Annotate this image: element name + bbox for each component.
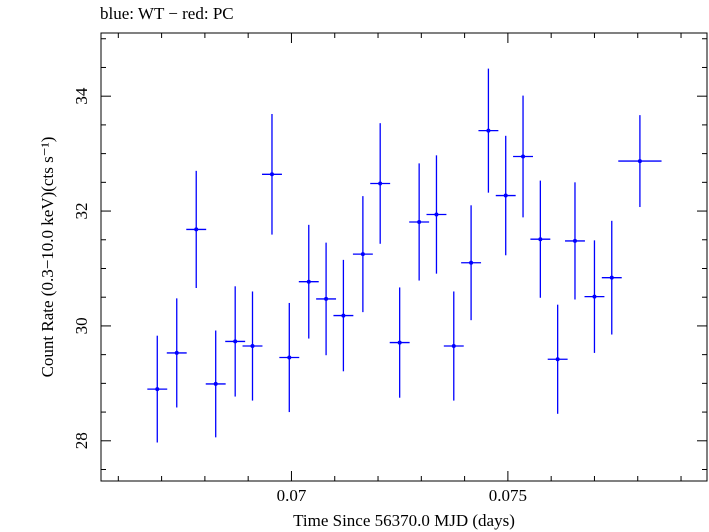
data-point (333, 259, 354, 372)
point-marker (637, 159, 642, 164)
y-tick-label: 34 (72, 87, 91, 105)
point-marker (324, 296, 329, 301)
data-point (513, 95, 533, 218)
data-point (389, 287, 410, 398)
point-marker (360, 252, 365, 257)
data-point (279, 302, 300, 413)
point-marker (250, 344, 255, 349)
data-point (262, 113, 282, 235)
data-point (426, 155, 447, 274)
data-point (618, 115, 662, 208)
axis-ticks: 0.07 0.075 28 30 32 34 (72, 33, 707, 505)
point-marker (174, 350, 179, 355)
point-marker (451, 344, 456, 349)
data-point (242, 291, 263, 401)
data-point (584, 240, 605, 353)
point-marker (469, 260, 474, 265)
data-point (225, 286, 246, 397)
x-axis-label: Time Since 56370.0 MJD (days) (293, 511, 515, 530)
data-point (530, 180, 551, 298)
point-marker (417, 219, 422, 224)
point-marker (378, 181, 383, 186)
data-point (478, 68, 499, 193)
data-point (370, 123, 391, 244)
point-marker (434, 212, 439, 217)
point-marker (503, 193, 508, 198)
data-point (147, 335, 168, 443)
y-tick-label: 28 (72, 432, 91, 449)
point-marker (555, 357, 560, 362)
point-marker (397, 340, 402, 345)
point-marker (592, 294, 597, 299)
data-points (147, 68, 662, 443)
data-point (205, 330, 226, 438)
data-point (186, 170, 207, 289)
x-tick-label: 0.075 (489, 486, 527, 505)
data-point (461, 205, 482, 321)
y-axis-label: Count Rate (0.3−10.0 keV)(cts s⁻¹) (38, 137, 57, 378)
point-marker (213, 381, 218, 386)
point-marker (341, 313, 346, 318)
point-marker (287, 355, 292, 360)
plot-frame (100, 32, 708, 482)
point-marker (609, 275, 614, 280)
data-point (601, 220, 622, 335)
point-marker (269, 172, 274, 177)
point-marker (572, 238, 577, 243)
chart-title: blue: WT − red: PC (100, 4, 234, 23)
x-tick-label: 0.07 (277, 486, 307, 505)
point-marker (486, 128, 491, 133)
data-point (409, 163, 430, 281)
data-point (316, 242, 337, 356)
data-point (565, 182, 585, 300)
data-point (298, 224, 319, 339)
y-tick-label: 30 (72, 317, 91, 334)
data-point (443, 291, 464, 401)
point-marker (521, 154, 526, 159)
data-point (547, 304, 568, 414)
y-tick-label: 32 (72, 203, 91, 220)
data-point (352, 196, 373, 313)
point-marker (155, 387, 160, 392)
point-marker (233, 339, 238, 344)
data-point (495, 135, 516, 256)
data-point (166, 298, 187, 408)
point-marker (194, 227, 199, 232)
point-marker (538, 237, 543, 242)
point-marker (306, 279, 311, 284)
